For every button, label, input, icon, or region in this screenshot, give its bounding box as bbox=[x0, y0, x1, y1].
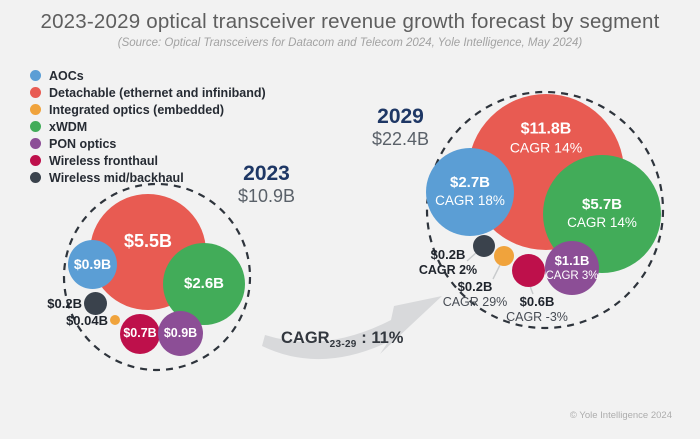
bubble-value: $0.2B bbox=[47, 296, 82, 311]
legend-dot-pon-optics bbox=[30, 138, 41, 149]
growth-arrow bbox=[262, 296, 442, 360]
legend-label: Detachable (ethernet and infiniband) bbox=[49, 85, 266, 100]
year-header-2023: 2023 $10.9B bbox=[224, 162, 309, 208]
bubble-cagr: CAGR 2% bbox=[418, 262, 478, 277]
bubble-value: $2.6B bbox=[183, 274, 225, 292]
bubble-value: $0.2B bbox=[457, 279, 493, 294]
bubble-value: $2.7B bbox=[449, 174, 491, 192]
bubble-2029-xwdm: $5.7B CAGR 14% bbox=[543, 155, 661, 273]
bubble-cagr: CAGR 18% bbox=[435, 192, 505, 208]
label-2029-wireless-fronthaul: $0.6B CAGR -3% bbox=[498, 294, 576, 325]
legend-item-integrated-optics: Integrated optics (embedded) bbox=[30, 101, 266, 118]
bubble-value: $0.2B bbox=[430, 247, 466, 262]
year-label-2023: 2023 bbox=[243, 162, 290, 185]
legend-item-aocs: AOCs bbox=[30, 67, 266, 84]
year-label-2029: 2029 bbox=[377, 105, 424, 128]
bubble-value: $5.5B bbox=[123, 230, 173, 251]
dashed-circle-2029 bbox=[425, 90, 665, 330]
dashed-circle-2023 bbox=[62, 182, 252, 372]
bubble-2029-integrated-optics bbox=[494, 246, 514, 266]
bubble-2029-aocs: $2.7B CAGR 18% bbox=[426, 148, 514, 236]
label-2029-integrated-optics: $0.2B CAGR 29% bbox=[437, 279, 513, 310]
legend-dot-xwdm bbox=[30, 121, 41, 132]
bubble-2023-integrated-optics bbox=[110, 315, 120, 325]
year-header-2029: 2029 $22.4B bbox=[358, 105, 443, 151]
bubble-value: $1.1B bbox=[554, 252, 590, 268]
legend-label: PON optics bbox=[49, 136, 117, 151]
connector-line-integrated-2029 bbox=[492, 264, 501, 280]
bubble-value: $0.9B bbox=[163, 325, 198, 340]
bubble-label-group: $11.8B CAGR 14% bbox=[510, 119, 582, 157]
bubble-2029-wireless-midbackhaul bbox=[473, 235, 495, 257]
bubble-2029-wireless-fronthaul bbox=[512, 254, 545, 287]
cagr-prefix: CAGR bbox=[281, 329, 330, 347]
source-subtitle: (Source: Optical Transceivers for Dataco… bbox=[117, 37, 583, 49]
label-2023-wireless-midbackhaul: $0.2B bbox=[34, 296, 82, 312]
legend-label: xWDM bbox=[49, 119, 88, 134]
legend-label: Wireless mid/backhaul bbox=[49, 170, 184, 185]
total-revenue-2029: $22.4B bbox=[371, 129, 430, 150]
legend-item-wireless-fronthaul: Wireless fronthaul bbox=[30, 152, 266, 169]
legend-label: Integrated optics (embedded) bbox=[49, 102, 225, 117]
bubble-value: $0.04B bbox=[66, 313, 108, 328]
cagr-annotation: CAGR23-29 : 11% bbox=[281, 329, 404, 350]
bubble-2023-pon-optics: $0.9B bbox=[158, 311, 203, 356]
bubble-value: $0.7B bbox=[123, 326, 157, 341]
bubble-2023-aocs: $0.9B bbox=[68, 240, 117, 289]
legend-dot-wireless-midbackhaul bbox=[30, 172, 41, 183]
bubble-2023-wireless-fronthaul: $0.7B bbox=[120, 314, 160, 354]
bubble-cagr: CAGR 14% bbox=[567, 214, 637, 230]
bubble-value: $5.7B bbox=[581, 196, 623, 214]
legend-label: AOCs bbox=[49, 68, 84, 83]
label-2029-wireless-midbackhaul: $0.2B CAGR 2% bbox=[410, 247, 486, 278]
bubble-2029-pon-optics: $1.1B CAGR 3% bbox=[545, 241, 599, 295]
legend-item-xwdm: xWDM bbox=[30, 118, 266, 135]
bubble-2023-wireless-midbackhaul bbox=[84, 292, 107, 315]
connector-line-fronthaul-2029 bbox=[529, 285, 534, 295]
bubble-value: $11.8B bbox=[520, 120, 572, 138]
cagr-value: : 11% bbox=[356, 329, 404, 347]
legend-dot-wireless-fronthaul bbox=[30, 155, 41, 166]
total-revenue-2023: $10.9B bbox=[237, 186, 296, 207]
cagr-subscript: 23-29 bbox=[329, 339, 357, 350]
legend-dot-detachable bbox=[30, 87, 41, 98]
legend-label: Wireless fronthaul bbox=[49, 153, 158, 168]
bubble-value: $0.6B bbox=[519, 294, 555, 309]
label-2023-integrated-optics: $0.04B bbox=[56, 313, 108, 329]
page-title: 2023-2029 optical transceiver revenue gr… bbox=[40, 10, 660, 33]
bubble-cagr: CAGR -3% bbox=[506, 309, 568, 324]
legend-item-wireless-midbackhaul: Wireless mid/backhaul bbox=[30, 169, 266, 186]
bubble-cagr: CAGR 14% bbox=[509, 139, 583, 156]
legend-item-detachable: Detachable (ethernet and infiniband) bbox=[30, 84, 266, 101]
bubble-cagr: CAGR 29% bbox=[442, 294, 508, 309]
legend-dot-aocs bbox=[30, 70, 41, 81]
bubble-value: $0.9B bbox=[73, 255, 112, 272]
copyright-notice: © Yole Intelligence 2024 bbox=[569, 410, 672, 421]
bubble-cagr: CAGR 3% bbox=[545, 269, 599, 282]
legend-dot-integrated-optics bbox=[30, 104, 41, 115]
legend-item-pon-optics: PON optics bbox=[30, 135, 266, 152]
legend: AOCs Detachable (ethernet and infiniband… bbox=[30, 67, 266, 186]
